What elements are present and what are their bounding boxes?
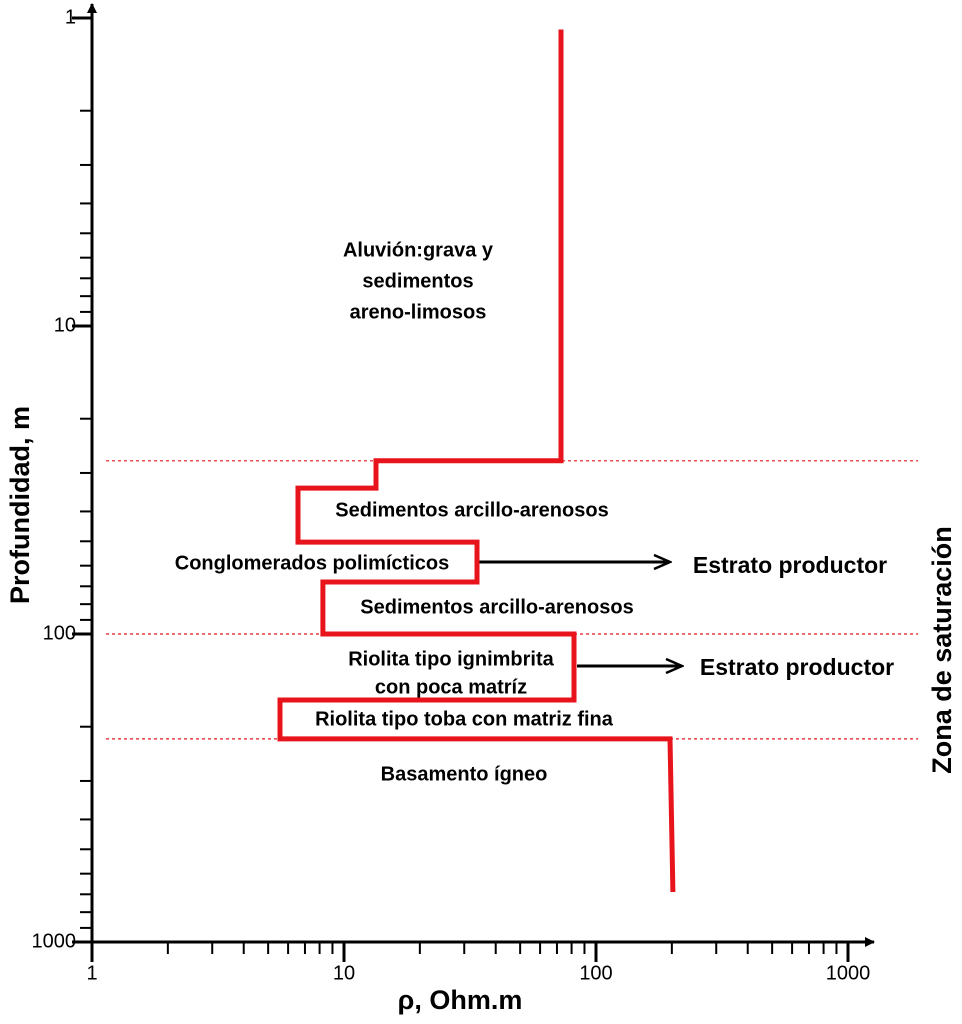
x-tick-label: 100 (579, 962, 612, 984)
annotation: areno-limosos (350, 301, 487, 323)
y-tick-label: 100 (43, 622, 76, 644)
annotation: Conglomerados polimícticos (175, 552, 449, 574)
annotation: Estrato productor (693, 552, 887, 578)
x-axis-label: ρ, Ohm.m (398, 985, 523, 1015)
x-tick-label: 10 (333, 962, 355, 984)
x-tick-label: 1000 (826, 962, 871, 984)
x-tick-label: 1 (86, 962, 97, 984)
annotation: Basamento ígneo (381, 763, 548, 785)
y-tick-label: 10 (54, 314, 76, 336)
side-label: Zona de saturación (927, 526, 957, 774)
annotation: Sedimentos arcillo-arenosos (335, 499, 608, 521)
annotation: Sedimentos arcillo-arenosos (360, 596, 633, 618)
annotation: Riolita tipo ignimbrita (348, 648, 554, 670)
annotation: Estrato productor (700, 654, 894, 680)
y-axis-label: Profundidad, m (5, 406, 35, 604)
resistivity-line (277, 29, 676, 893)
annotation: Riolita tipo toba con matriz fina (315, 708, 614, 730)
y-tick-label: 1 (65, 6, 76, 28)
annotation: sedimentos (362, 270, 473, 292)
y-tick-label: 1000 (32, 930, 77, 952)
annotation: Aluvión:grava y (343, 239, 494, 261)
annotation: con poca matríz (375, 676, 527, 698)
